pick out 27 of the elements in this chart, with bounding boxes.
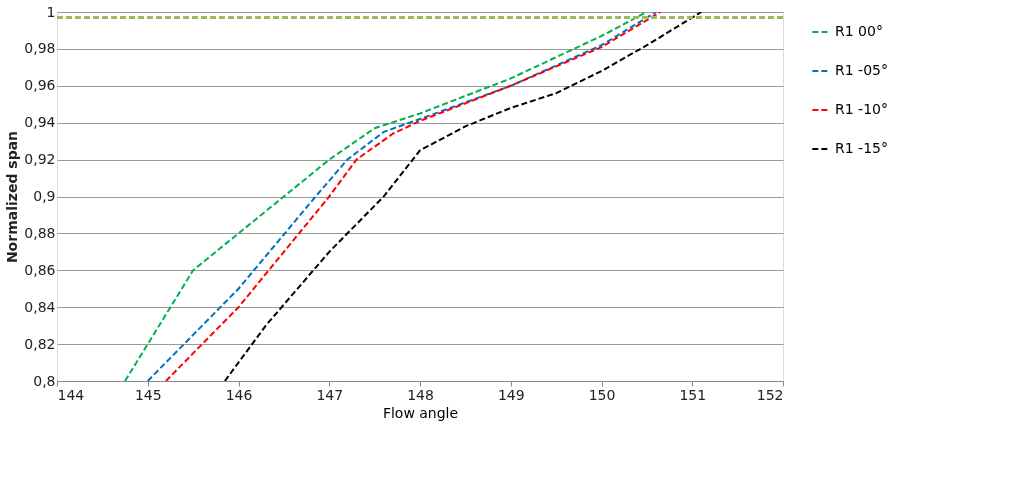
y-axis-title: Normalized span [4,130,21,264]
legend-label: R1 -15° [835,140,888,156]
y-tick-label: 0,9 [33,188,56,204]
x-tick-label: 151 [679,386,707,403]
x-tick-label: 147 [316,386,344,403]
x-tick-label: 145 [134,386,162,403]
legend-label: R1 -10° [835,101,888,117]
y-tick-label: 0,84 [24,298,56,315]
x-axis-title: Flow angle [382,404,459,421]
y-tick-label: 0,82 [24,335,56,352]
x-tick-label: 150 [588,386,616,403]
x-tick-label: 152 [756,386,784,403]
y-tick-label: 0,92 [24,151,56,168]
x-tick-label: 149 [497,386,525,403]
x-tick-label: 146 [225,386,253,403]
legend-label: R1 -05° [835,62,888,78]
y-tick-label: 0,96 [24,77,56,94]
y-tick-label: 0,86 [24,261,56,278]
y-tick-label: 0,98 [24,40,56,57]
y-tick-label: 0,88 [24,224,56,241]
line-series [223,12,703,381]
y-tick-label: 0,8 [33,372,56,389]
y-tick-label: 0,94 [24,114,56,131]
x-tick-label: 148 [407,386,434,403]
legend-label: R1 00° [835,23,883,39]
x-tick-label: 144 [57,386,85,403]
y-tick-label: 1 [46,3,56,20]
